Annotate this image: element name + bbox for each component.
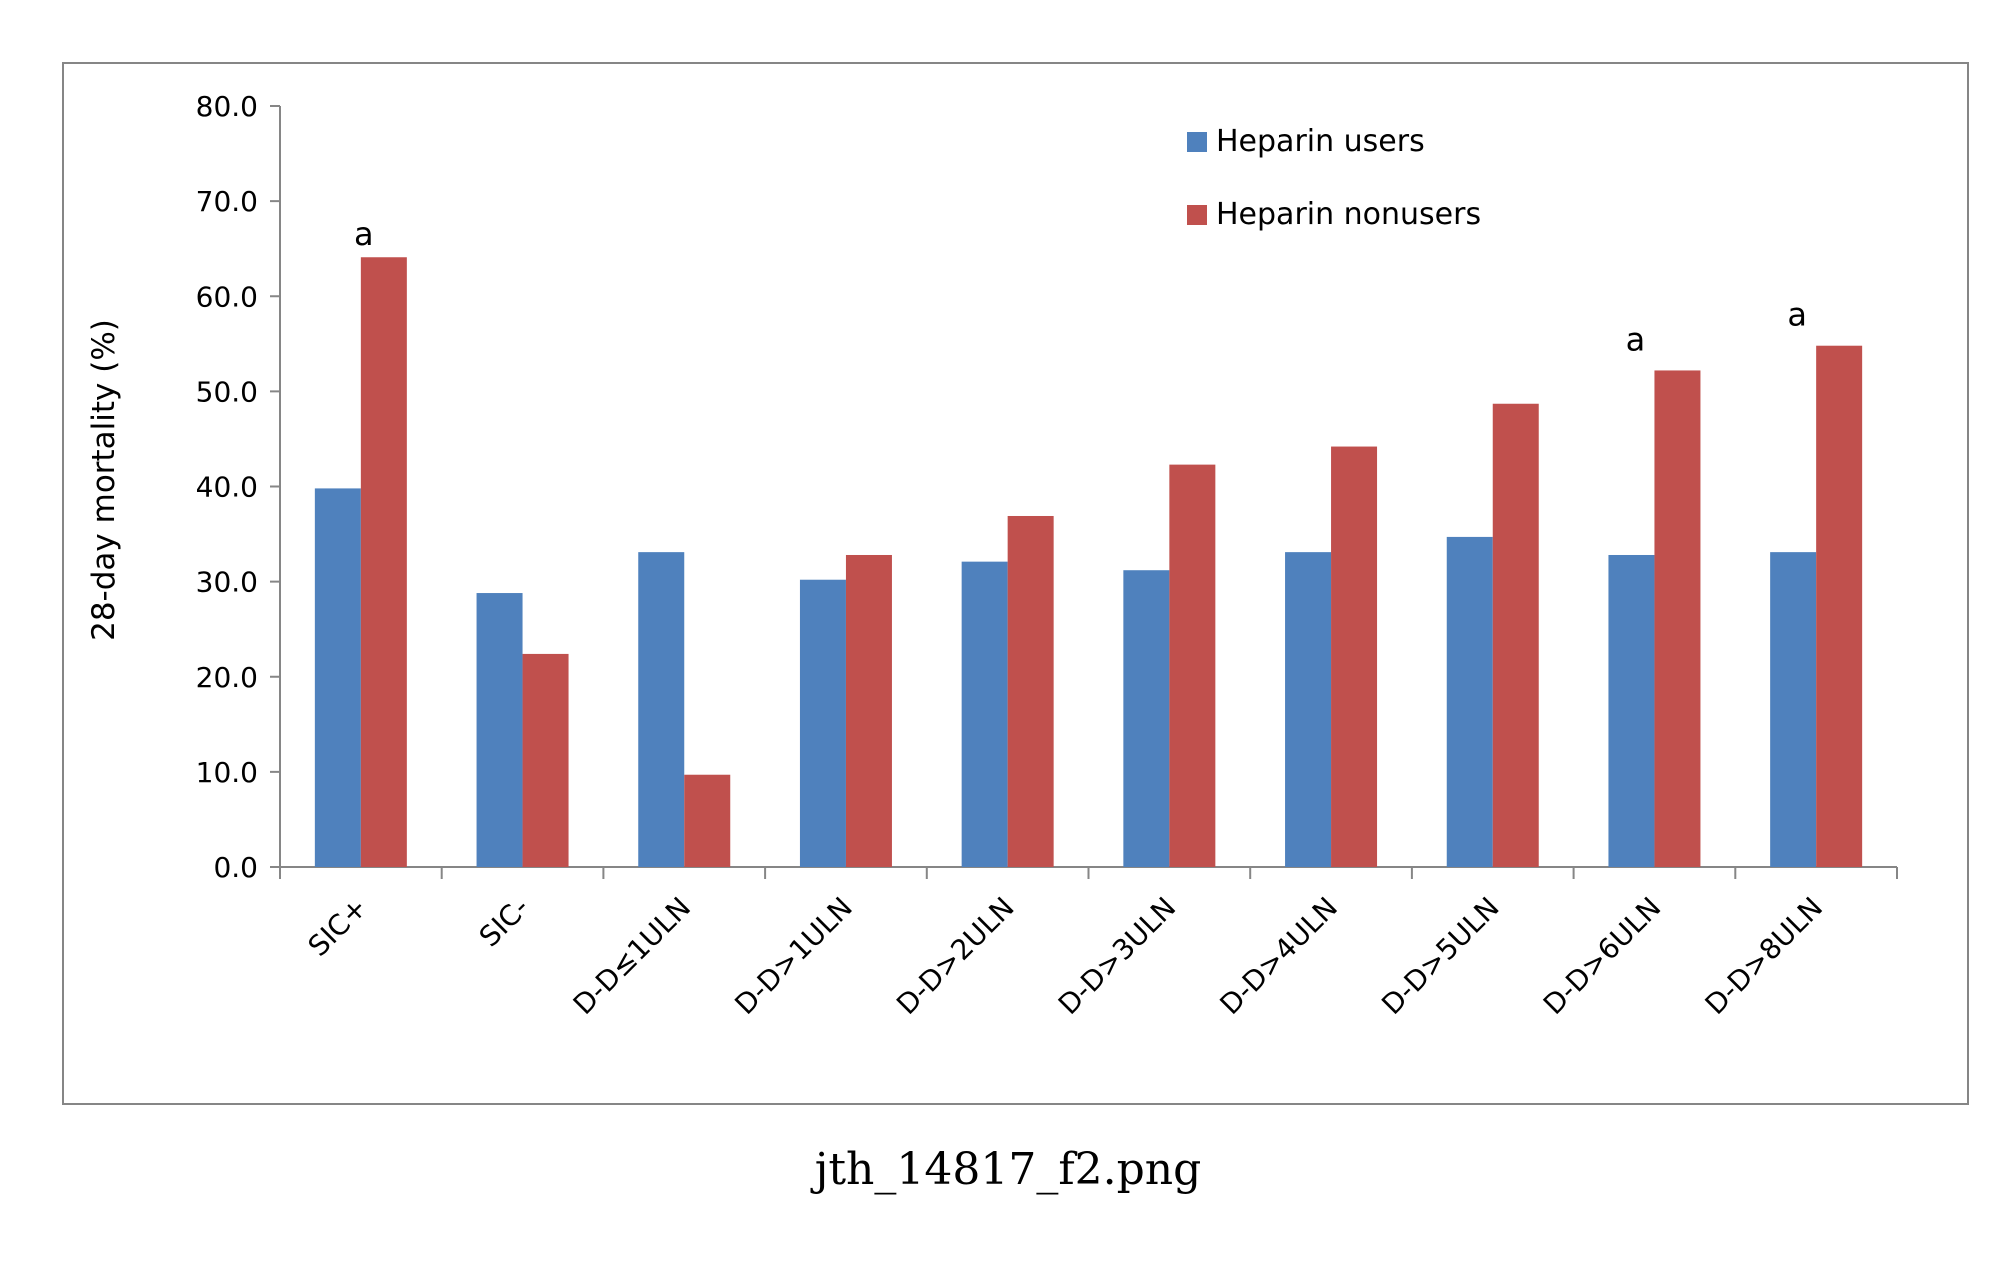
bar-heparin-users — [1770, 552, 1817, 867]
bar-heparin-nonusers — [845, 554, 892, 867]
figure-caption: jth_14817_f2.png — [814, 1144, 1202, 1195]
chart-frame: SIC+ SIC- D-D≤1ULN D-D>1ULN D-D>2ULN D-D>3ULN… — [62, 62, 1969, 1105]
bar-heparin-nonusers — [522, 653, 569, 867]
legend-swatch-heparin-users — [1187, 132, 1207, 152]
significance-annotation: a — [1626, 320, 1646, 358]
y-tick-labels: 0.0 10.0 20.0 30.0 40.0 50.0 60.0 70.0 80.0 — [196, 90, 258, 884]
y-axis-label: 28-day mortality (%) — [86, 319, 122, 641]
legend: Heparin users Heparin nonusers — [1187, 124, 1481, 232]
bar-heparin-users — [1285, 552, 1332, 867]
legend-label: Heparin users — [1216, 124, 1425, 159]
legend-label: Heparin nonusers — [1216, 197, 1481, 232]
bar-heparin-nonusers — [1169, 464, 1216, 867]
significance-annotation: a — [354, 215, 374, 253]
annotations: a a a — [354, 215, 1807, 358]
y-tick-label: 80.0 — [196, 90, 258, 123]
bar-heparin-users — [1608, 554, 1655, 867]
bars — [314, 257, 1863, 868]
x-tick-label: D-D≤1ULN — [567, 891, 697, 1021]
y-tick-label: 20.0 — [196, 661, 258, 694]
bar-heparin-nonusers — [1816, 345, 1863, 868]
legend-swatch-heparin-nonusers — [1187, 205, 1207, 225]
x-tick-label: SIC+ — [302, 891, 374, 963]
x-tick-label: D-D>5ULN — [1375, 891, 1505, 1021]
y-tick-label: 50.0 — [196, 375, 258, 408]
y-tick-label: 0.0 — [213, 851, 258, 884]
bar-heparin-users — [314, 488, 361, 867]
y-tick-label: 40.0 — [196, 471, 258, 504]
bar-heparin-users — [638, 552, 685, 867]
x-tick-label: D-D>3ULN — [1052, 891, 1182, 1021]
bar-heparin-users — [1123, 570, 1170, 867]
y-tick-label: 60.0 — [196, 280, 258, 313]
bar-heparin-users — [961, 561, 1008, 867]
y-tick-label: 70.0 — [196, 185, 258, 218]
bar-heparin-users — [1446, 536, 1493, 867]
bar-heparin-nonusers — [1654, 370, 1701, 867]
y-tick-label: 10.0 — [196, 756, 258, 789]
y-tick-label: 30.0 — [196, 566, 258, 599]
significance-annotation: a — [1787, 296, 1807, 334]
bar-heparin-nonusers — [1492, 403, 1539, 867]
x-tick-label: SIC- — [473, 891, 536, 954]
bar-heparin-nonusers — [360, 257, 407, 867]
x-tick-label: D-D>8ULN — [1699, 891, 1829, 1021]
bar-heparin-users — [799, 579, 846, 867]
x-tick-label: D-D>2ULN — [890, 891, 1020, 1021]
bar-chart: SIC+ SIC- D-D≤1ULN D-D>1ULN D-D>2ULN D-D>3ULN… — [86, 90, 1898, 1021]
bar-heparin-nonusers — [684, 774, 731, 867]
x-tick-label: D-D>1ULN — [728, 891, 858, 1021]
x-tick-labels: SIC+ SIC- D-D≤1ULN D-D>1ULN D-D>2ULN D-D>3ULN… — [302, 891, 1829, 1021]
bar-heparin-nonusers — [1007, 515, 1054, 867]
x-tick-label: D-D>4ULN — [1214, 891, 1344, 1021]
watermark-text: Article — [0, 282, 37, 1000]
bar-heparin-nonusers — [1331, 446, 1378, 867]
bar-heparin-users — [476, 593, 523, 867]
x-tick-label: D-D>6ULN — [1537, 891, 1667, 1021]
